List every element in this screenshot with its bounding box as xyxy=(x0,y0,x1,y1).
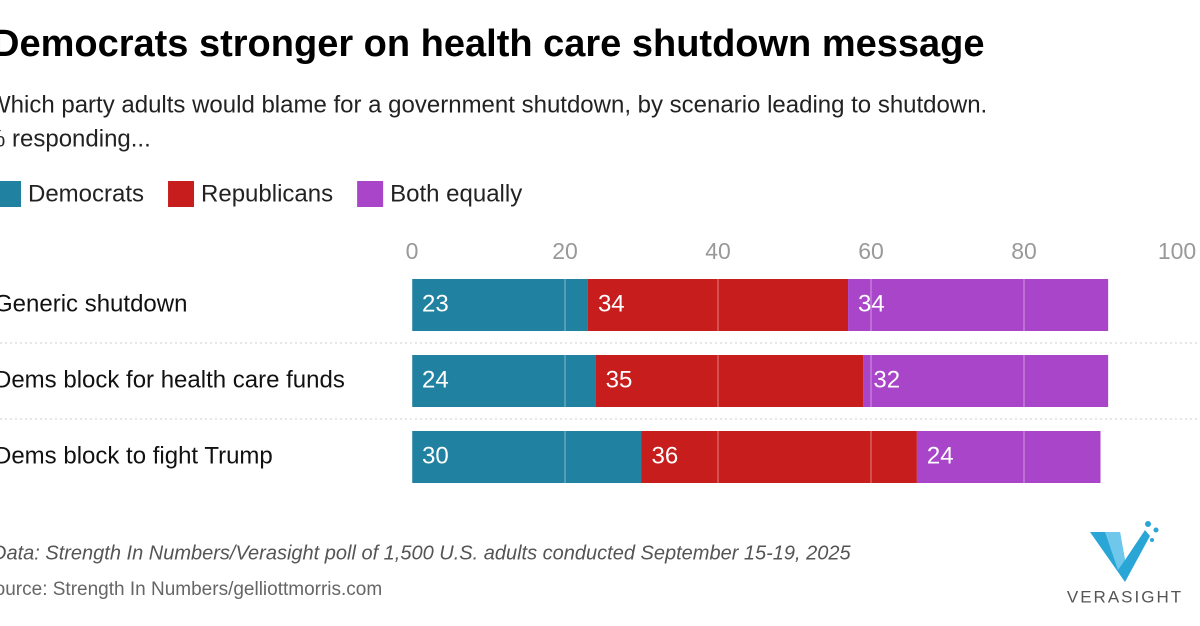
chart-title: Democrats stronger on health care shutdo… xyxy=(0,23,985,65)
logo-text: VERASIGHT xyxy=(1067,587,1183,606)
bar-segment xyxy=(412,431,642,483)
x-tick-label: 60 xyxy=(858,238,884,264)
value-label: 34 xyxy=(598,290,625,317)
value-label: 32 xyxy=(873,366,900,393)
x-tick-label: 20 xyxy=(552,238,578,264)
bar-segment xyxy=(595,355,864,407)
bar-segment xyxy=(916,431,1101,483)
legend-swatch xyxy=(357,181,384,207)
y-tick-label: Dems block for health care funds xyxy=(0,366,345,393)
value-label: 35 xyxy=(606,366,633,393)
bar-segment xyxy=(848,279,1109,331)
chart-subtitle: % responding... xyxy=(0,125,151,152)
value-label: 34 xyxy=(858,290,885,317)
legend-swatch xyxy=(168,181,195,207)
note: Data: Strength In Numbers/Verasight poll… xyxy=(0,542,852,564)
bar-segment xyxy=(412,355,596,407)
legend-label: Republicans xyxy=(201,180,333,207)
legend-label: Both equally xyxy=(390,180,522,207)
bar-segment xyxy=(587,279,849,331)
x-tick-label: 100 xyxy=(1158,238,1196,264)
bar-segment xyxy=(412,279,588,331)
bar-segment xyxy=(863,355,1109,407)
y-tick-label: Generic shutdown xyxy=(0,290,187,317)
logo-icon xyxy=(1090,521,1159,582)
value-label: 23 xyxy=(422,290,449,317)
value-label: 36 xyxy=(652,442,679,469)
source: Source: Strength In Numbers/gelliottmorr… xyxy=(0,579,382,600)
chart-subtitle: Which party adults would blame for a gov… xyxy=(0,91,987,118)
value-label: 24 xyxy=(927,442,954,469)
x-tick-label: 40 xyxy=(705,238,731,264)
legend-swatch xyxy=(0,181,21,207)
value-label: 30 xyxy=(422,442,449,469)
x-tick-label: 0 xyxy=(406,238,419,264)
y-tick-label: Dems block to fight Trump xyxy=(0,442,273,469)
value-label: 24 xyxy=(422,366,449,393)
legend-label: Democrats xyxy=(28,180,144,207)
bar-segment xyxy=(641,431,917,483)
x-tick-label: 80 xyxy=(1011,238,1037,264)
